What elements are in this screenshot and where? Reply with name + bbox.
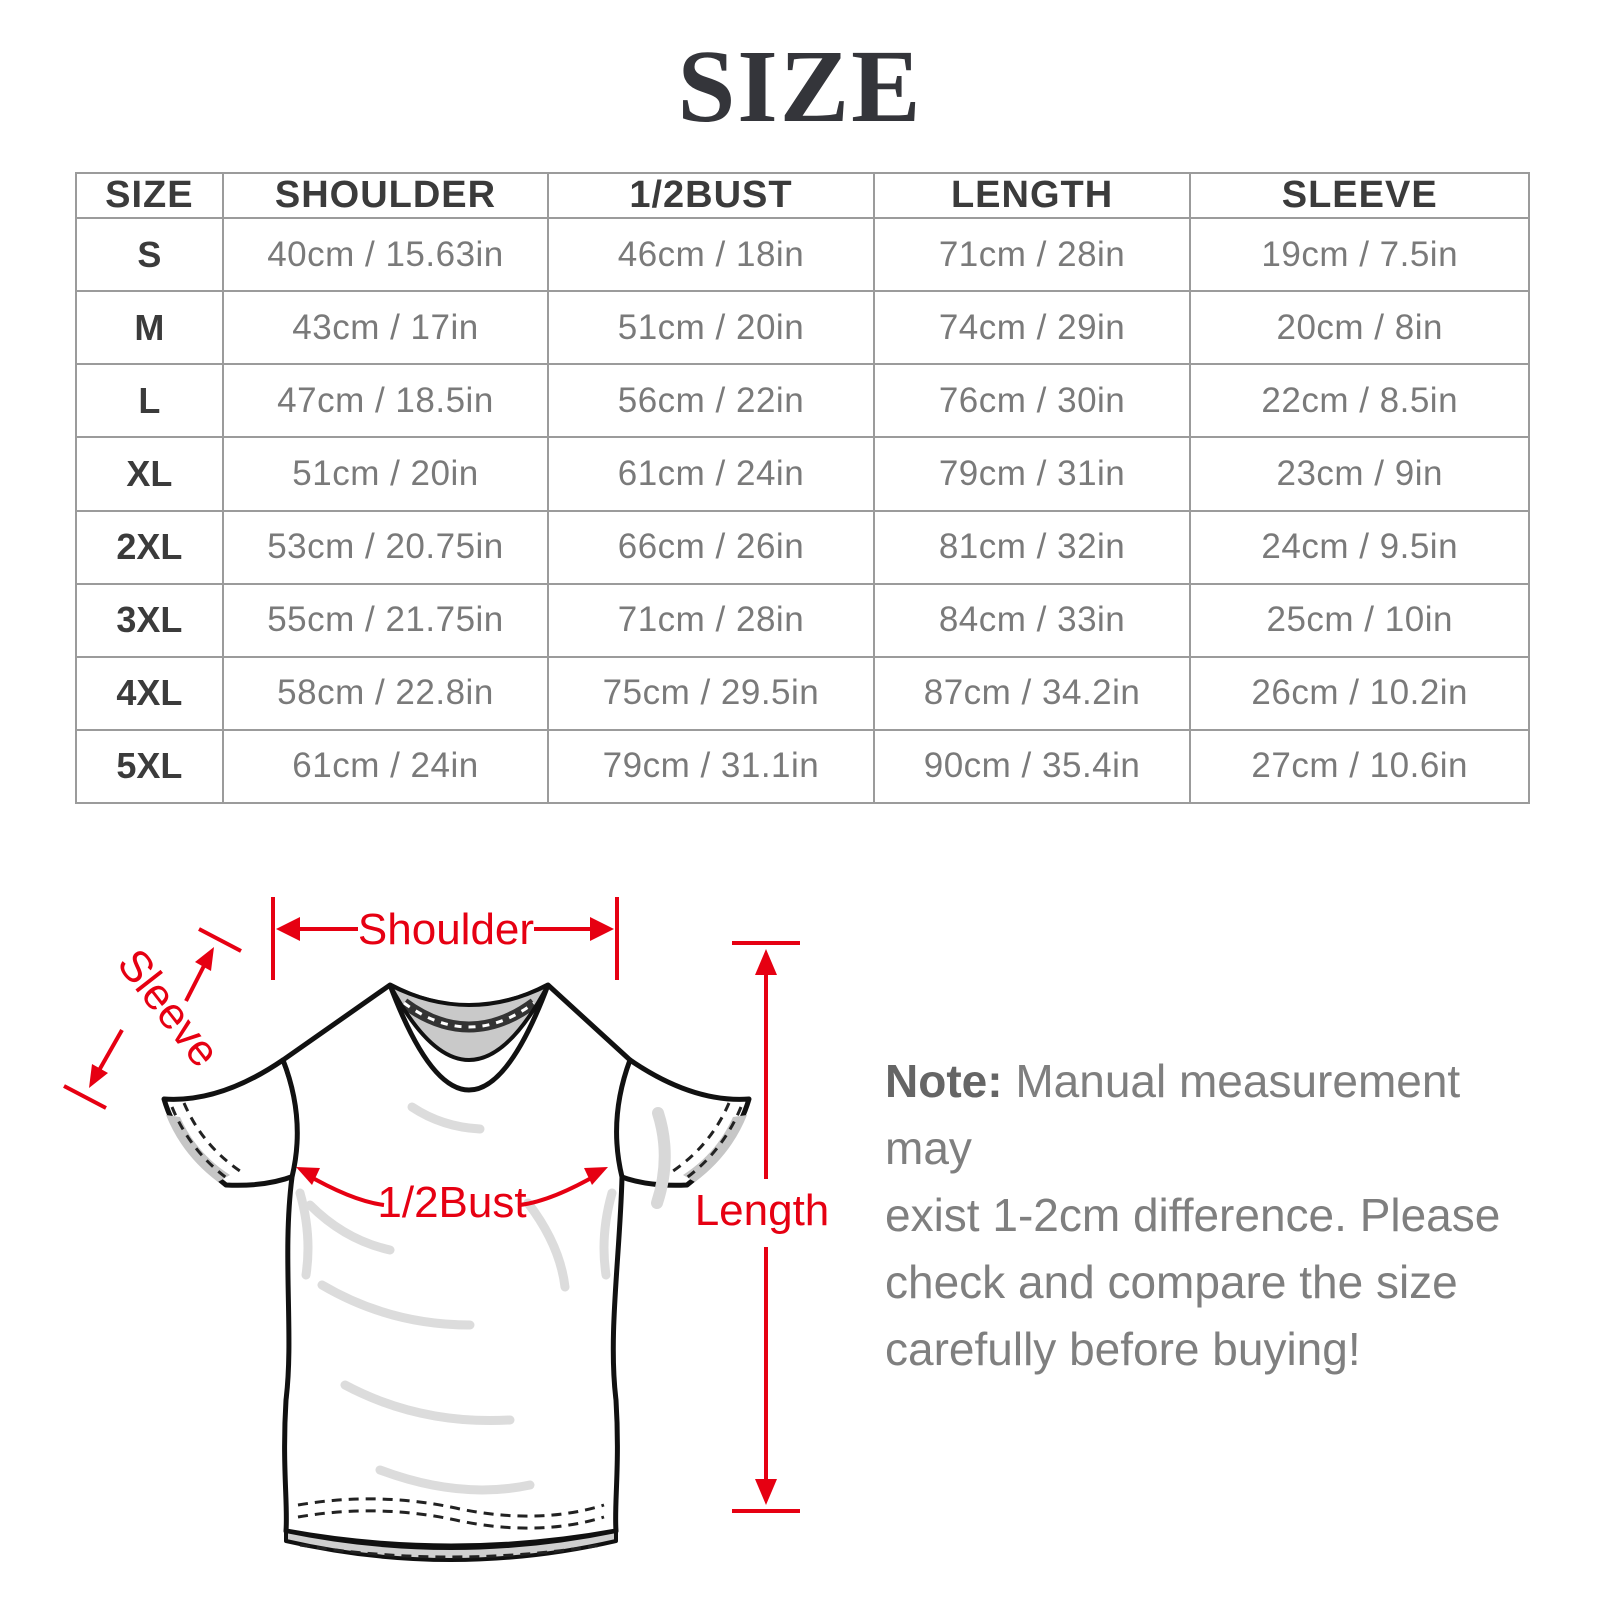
note-line-4: carefully before buying!	[885, 1323, 1361, 1375]
sleeve-cell: 27cm / 10.6in	[1189, 728, 1530, 805]
sleeve-cell: 20cm / 8in	[1189, 290, 1530, 366]
shoulder-cell: 51cm / 20in	[221, 436, 550, 512]
length-cell: 87cm / 34.2in	[872, 655, 1192, 731]
size-cell: S	[75, 216, 224, 293]
shoulder-cell: 40cm / 15.63in	[221, 216, 550, 293]
sleeve-cell: 19cm / 7.5in	[1189, 216, 1530, 293]
note-line-3: check and compare the size	[885, 1256, 1458, 1308]
header-cell: SHOULDER	[221, 172, 550, 219]
header-cell: LENGTH	[872, 172, 1192, 219]
length-cell: 90cm / 35.4in	[872, 728, 1192, 805]
length-measure-annotation: Length	[695, 941, 830, 1513]
shoulder-cell: 58cm / 22.8in	[221, 655, 550, 731]
sleeve-measure-annotation: Sleeve	[63, 927, 242, 1110]
shoulder-measure-annotation: Shoulder	[271, 897, 619, 980]
length-label: Length	[695, 1186, 830, 1235]
hem-band-stitch	[299, 1543, 603, 1559]
bust-cell: 75cm / 29.5in	[547, 655, 875, 731]
sleeve-cell: 23cm / 9in	[1189, 436, 1530, 512]
left-cuff-stitch	[170, 1106, 229, 1181]
table-row: 4XL 58cm / 22.8in 75cm / 29.5in 87cm / 3…	[75, 655, 1530, 731]
table-row: 5XL 61cm / 24in 79cm / 31.1in 90cm / 35.…	[75, 728, 1530, 805]
sleeve-cell: 26cm / 10.2in	[1189, 655, 1530, 731]
bust-cell: 71cm / 28in	[547, 582, 875, 658]
table-row: S 40cm / 15.63in 46cm / 18in 71cm / 28in…	[75, 216, 1530, 293]
length-cell: 81cm / 32in	[872, 509, 1192, 585]
table-header-row: SIZE SHOULDER 1/2BUST LENGTH SLEEVE	[75, 172, 1530, 219]
bust-cell: 79cm / 31.1in	[547, 728, 875, 805]
length-cell: 74cm / 29in	[872, 290, 1192, 366]
shoulder-cell: 53cm / 20.75in	[221, 509, 550, 585]
note-line-1: Manual measurement may	[885, 1055, 1461, 1174]
size-table-body: S 40cm / 15.63in 46cm / 18in 71cm / 28in…	[75, 216, 1530, 805]
note-label: Note:	[885, 1055, 1003, 1107]
right-sleeve-shadow	[651, 1107, 671, 1209]
sleeve-cell: 22cm / 8.5in	[1189, 363, 1530, 439]
size-cell: 2XL	[75, 509, 224, 585]
bust-cell: 66cm / 26in	[547, 509, 875, 585]
header-cell: SIZE	[75, 172, 224, 219]
shoulder-cell: 43cm / 17in	[221, 290, 550, 366]
shoulder-cell: 47cm / 18.5in	[221, 363, 550, 439]
size-cell: 4XL	[75, 655, 224, 731]
bust-measure-annotation: 1/2Bust	[296, 1167, 608, 1227]
shoulder-cell: 55cm / 21.75in	[221, 582, 550, 658]
note-text: Note: Manual measurement may exist 1-2cm…	[885, 1048, 1535, 1383]
bust-cell: 61cm / 24in	[547, 436, 875, 512]
length-cell: 76cm / 30in	[872, 363, 1192, 439]
size-cell: 3XL	[75, 582, 224, 658]
left-sleeve	[161, 1057, 301, 1188]
size-cell: L	[75, 363, 224, 439]
size-table: SIZE SHOULDER 1/2BUST LENGTH SLEEVE S 40cm /…	[75, 172, 1530, 805]
size-cell: 5XL	[75, 728, 224, 805]
bust-cell: 51cm / 20in	[547, 290, 875, 366]
right-sleeve	[612, 1057, 752, 1188]
size-cell: XL	[75, 436, 224, 512]
bust-cell: 56cm / 22in	[547, 363, 875, 439]
header-cell: 1/2BUST	[547, 172, 875, 219]
header-cell: SLEEVE	[1189, 172, 1530, 219]
right-cuff-stitch	[684, 1106, 743, 1181]
wrinkle-lines	[295, 1102, 617, 1495]
table-row: M 43cm / 17in 51cm / 20in 74cm / 29in 20…	[75, 290, 1530, 366]
length-cell: 79cm / 31in	[872, 436, 1192, 512]
right-cuff-stitch-2	[672, 1102, 731, 1173]
length-cell: 71cm / 28in	[872, 216, 1192, 293]
shoulder-cell: 61cm / 24in	[221, 728, 550, 805]
table-row: XL 51cm / 20in 61cm / 24in 79cm / 31in 2…	[75, 436, 1530, 512]
length-cell: 84cm / 33in	[872, 582, 1192, 658]
table-row: L 47cm / 18.5in 56cm / 22in 76cm / 30in …	[75, 363, 1530, 439]
bust-label: 1/2Bust	[377, 1178, 526, 1227]
note-line-2: exist 1-2cm difference. Please	[885, 1189, 1501, 1241]
shoulder-label: Shoulder	[358, 905, 534, 954]
left-cuff-stitch-2	[182, 1102, 241, 1173]
collar	[387, 983, 551, 1093]
bust-cell: 46cm / 18in	[547, 216, 875, 293]
sleeve-cell: 24cm / 9.5in	[1189, 509, 1530, 585]
tshirt-graphic	[161, 982, 752, 1562]
page-title: SIZE	[677, 29, 923, 144]
size-table-container: SIZE SHOULDER 1/2BUST LENGTH SLEEVE S 40cm /…	[75, 172, 1530, 805]
table-row: 3XL 55cm / 21.75in 71cm / 28in 84cm / 33…	[75, 582, 1530, 658]
size-cell: M	[75, 290, 224, 366]
tshirt-measurement-diagram: Shoulder Sleeve	[60, 855, 880, 1595]
table-row: 2XL 53cm / 20.75in 66cm / 26in 81cm / 32…	[75, 509, 1530, 585]
sleeve-cell: 25cm / 10in	[1189, 582, 1530, 658]
